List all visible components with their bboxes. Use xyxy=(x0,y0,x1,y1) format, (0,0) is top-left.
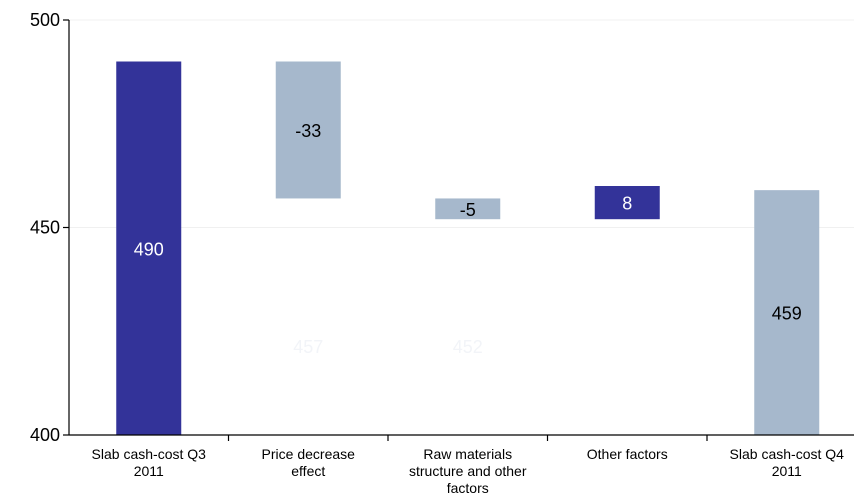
data-labels: 490 -33 -5 8 459 457 452 xyxy=(134,121,802,357)
bar xyxy=(754,190,820,435)
x-category-label-line: factors xyxy=(447,480,489,496)
y-tick-label: 400 xyxy=(30,425,60,445)
x-ticks xyxy=(227,435,708,441)
x-category-label-line: Slab cash-cost Q4 xyxy=(730,446,845,462)
bar xyxy=(116,61,182,435)
x-category-label-line: 2011 xyxy=(134,463,164,479)
bar xyxy=(594,186,660,220)
x-category-label-line: structure and other xyxy=(409,463,527,479)
x-category-label: Other factors xyxy=(587,446,668,462)
x-category-label: Slab cash-cost Q3 2011 xyxy=(92,446,207,479)
hidden-value-label: 457 xyxy=(293,337,323,357)
y-tick-label: 500 xyxy=(30,10,60,30)
y-tick-label: 450 xyxy=(30,218,60,238)
bar xyxy=(275,61,341,199)
x-category-label-line: Other factors xyxy=(587,446,668,462)
hidden-value-label: 452 xyxy=(453,337,483,357)
x-category-label-line: Raw materials xyxy=(423,446,512,462)
data-label: 8 xyxy=(622,194,632,214)
gridlines xyxy=(69,19,854,228)
bars xyxy=(116,61,820,435)
y-ticks: 400 450 500 xyxy=(30,10,69,445)
data-label: 459 xyxy=(772,304,802,324)
data-label: -33 xyxy=(295,121,321,141)
x-category-label-line: 2011 xyxy=(772,463,802,479)
data-label: -5 xyxy=(460,200,476,220)
x-category-label: Price decrease effect xyxy=(262,446,356,479)
x-category-label: Slab cash-cost Q4 2011 xyxy=(730,446,845,479)
x-category-label-line: Slab cash-cost Q3 xyxy=(92,446,207,462)
x-category-label-line: effect xyxy=(291,463,325,479)
bar xyxy=(435,198,501,220)
x-category-label-line: Price decrease xyxy=(262,446,356,462)
x-category-label: Raw materials structure and other factors xyxy=(409,446,527,496)
data-label: 490 xyxy=(134,239,164,259)
